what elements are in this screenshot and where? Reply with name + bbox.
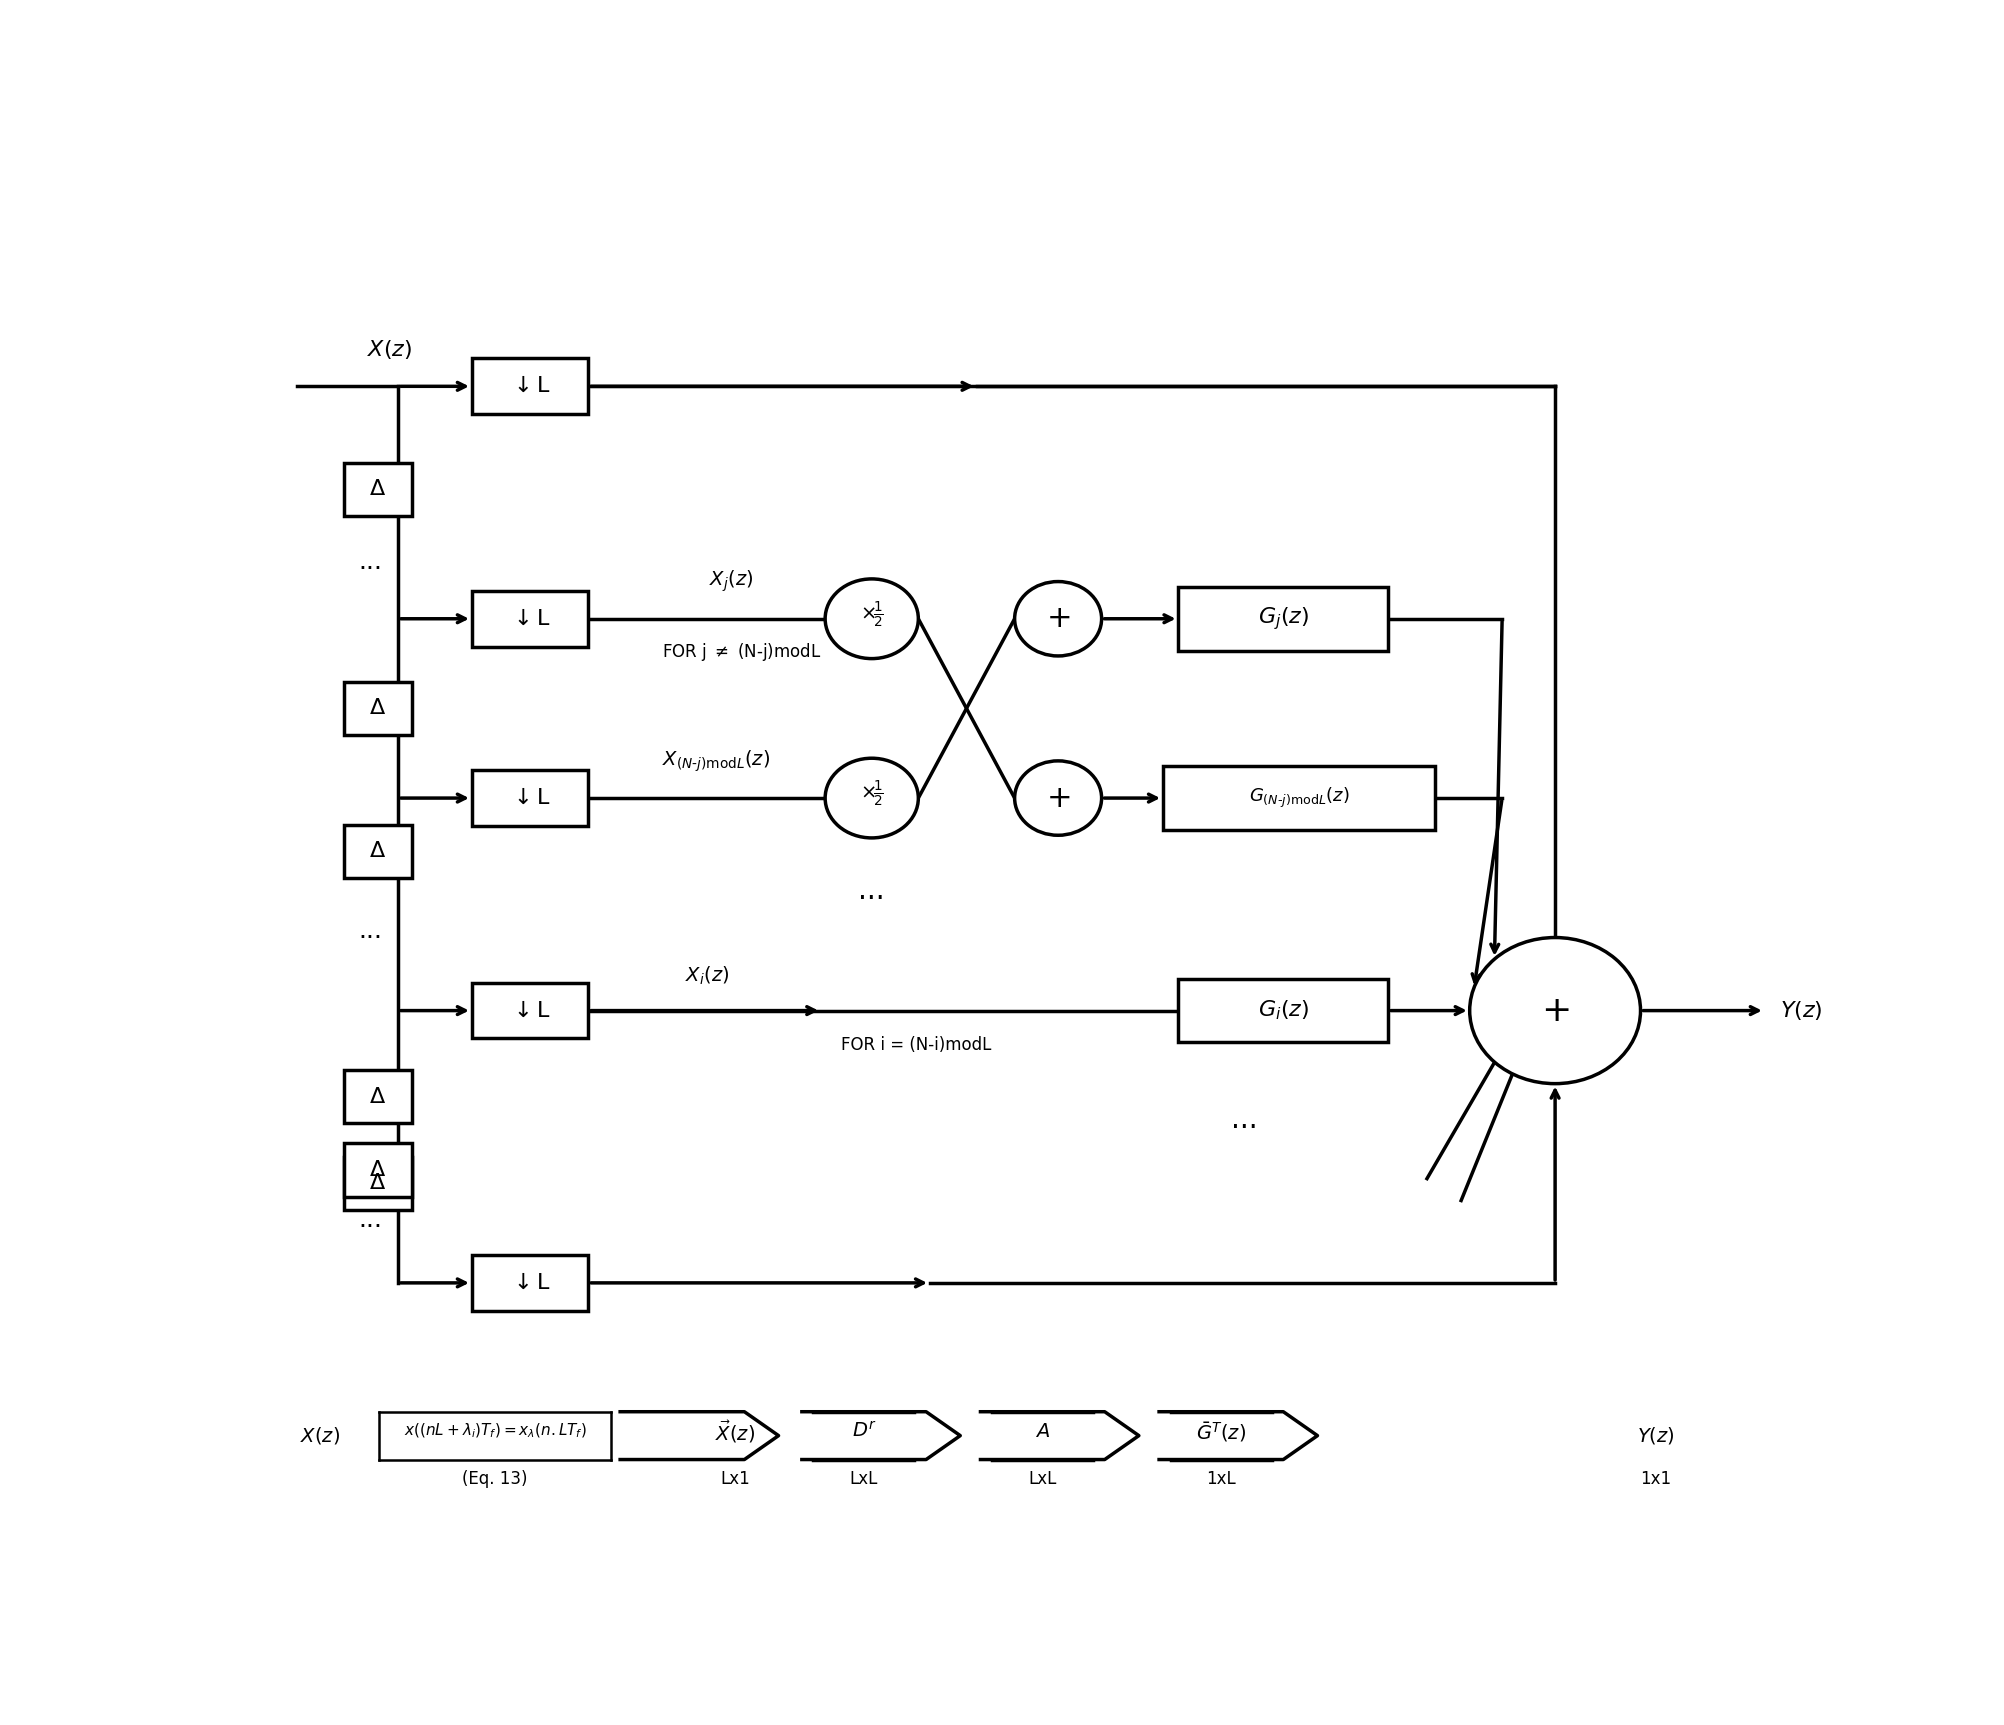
Circle shape bbox=[826, 759, 918, 838]
Text: $Y(z)$: $Y(z)$ bbox=[1637, 1425, 1675, 1446]
FancyBboxPatch shape bbox=[345, 681, 413, 735]
FancyBboxPatch shape bbox=[1162, 766, 1435, 830]
Text: 1xL: 1xL bbox=[1206, 1470, 1236, 1489]
Circle shape bbox=[1014, 761, 1102, 835]
FancyBboxPatch shape bbox=[345, 1157, 413, 1209]
Circle shape bbox=[1469, 938, 1641, 1083]
Text: $\downarrow$L: $\downarrow$L bbox=[509, 376, 551, 397]
Text: $\times\!\frac{1}{2}$: $\times\!\frac{1}{2}$ bbox=[860, 600, 884, 630]
Text: (Eq. 13): (Eq. 13) bbox=[461, 1470, 527, 1489]
FancyBboxPatch shape bbox=[1178, 978, 1389, 1042]
Text: ...: ... bbox=[359, 550, 383, 574]
Text: $+$: $+$ bbox=[1046, 604, 1070, 633]
FancyBboxPatch shape bbox=[471, 769, 589, 826]
Text: $X_i(z)$: $X_i(z)$ bbox=[685, 964, 729, 987]
Circle shape bbox=[1014, 581, 1102, 656]
Text: LxL: LxL bbox=[1028, 1470, 1056, 1489]
Text: $\Delta$: $\Delta$ bbox=[369, 1159, 387, 1180]
Text: Lx1: Lx1 bbox=[719, 1470, 749, 1489]
Text: $Y(z)$: $Y(z)$ bbox=[1780, 999, 1824, 1023]
Text: $\Delta$: $\Delta$ bbox=[369, 699, 387, 718]
Text: $\downarrow$L: $\downarrow$L bbox=[509, 788, 551, 807]
Text: $+$: $+$ bbox=[1541, 994, 1569, 1028]
Text: $A$: $A$ bbox=[1034, 1421, 1050, 1440]
FancyBboxPatch shape bbox=[345, 1070, 413, 1123]
Text: $\downarrow$L: $\downarrow$L bbox=[509, 609, 551, 630]
Text: ...: ... bbox=[359, 1208, 383, 1232]
Text: ...: ... bbox=[1230, 1106, 1259, 1133]
Text: $G_j(z)$: $G_j(z)$ bbox=[1259, 605, 1309, 631]
Text: $X_j(z)$: $X_j(z)$ bbox=[709, 569, 754, 595]
Text: $X(z)$: $X(z)$ bbox=[301, 1425, 341, 1446]
Text: $\Delta$: $\Delta$ bbox=[369, 842, 387, 861]
FancyBboxPatch shape bbox=[471, 359, 589, 414]
Text: $x((nL+\lambda_i)T_f)=x_\lambda(n.LT_f)$: $x((nL+\lambda_i)T_f)=x_\lambda(n.LT_f)$ bbox=[405, 1421, 587, 1440]
FancyBboxPatch shape bbox=[471, 1256, 589, 1311]
FancyBboxPatch shape bbox=[345, 462, 413, 516]
Text: $\times\!\frac{1}{2}$: $\times\!\frac{1}{2}$ bbox=[860, 780, 884, 809]
FancyBboxPatch shape bbox=[471, 983, 589, 1038]
Circle shape bbox=[826, 580, 918, 659]
Text: $\bar{G}^T(z)$: $\bar{G}^T(z)$ bbox=[1196, 1420, 1246, 1444]
Text: $\downarrow$L: $\downarrow$L bbox=[509, 1000, 551, 1021]
Text: $+$: $+$ bbox=[1046, 783, 1070, 812]
Text: 1x1: 1x1 bbox=[1641, 1470, 1671, 1489]
Text: $\Delta$: $\Delta$ bbox=[369, 1087, 387, 1107]
FancyBboxPatch shape bbox=[345, 825, 413, 878]
Text: ...: ... bbox=[359, 919, 383, 944]
Text: $\vec{X}(z)$: $\vec{X}(z)$ bbox=[715, 1418, 756, 1446]
Text: FOR i = (N-i)modL: FOR i = (N-i)modL bbox=[842, 1037, 992, 1054]
Text: $\Delta$: $\Delta$ bbox=[369, 480, 387, 499]
Text: $D^r$: $D^r$ bbox=[852, 1421, 876, 1442]
Text: FOR j $\neq$ (N-j)modL: FOR j $\neq$ (N-j)modL bbox=[661, 642, 822, 662]
FancyBboxPatch shape bbox=[345, 1144, 413, 1197]
Text: $X(z)$: $X(z)$ bbox=[367, 338, 413, 361]
Text: $\downarrow$L: $\downarrow$L bbox=[509, 1273, 551, 1294]
Text: ...: ... bbox=[858, 876, 886, 906]
Text: $G_{(N\text{-}j)\mathrm{mod}L}(z)$: $G_{(N\text{-}j)\mathrm{mod}L}(z)$ bbox=[1248, 787, 1349, 811]
FancyBboxPatch shape bbox=[1178, 586, 1389, 650]
Text: LxL: LxL bbox=[850, 1470, 878, 1489]
Text: $\Delta$: $\Delta$ bbox=[369, 1173, 387, 1194]
Text: $X_{(N\text{-}j)\mathrm{mod}L}(z)$: $X_{(N\text{-}j)\mathrm{mod}L}(z)$ bbox=[661, 749, 770, 773]
FancyBboxPatch shape bbox=[471, 592, 589, 647]
Text: $G_i(z)$: $G_i(z)$ bbox=[1259, 999, 1309, 1023]
